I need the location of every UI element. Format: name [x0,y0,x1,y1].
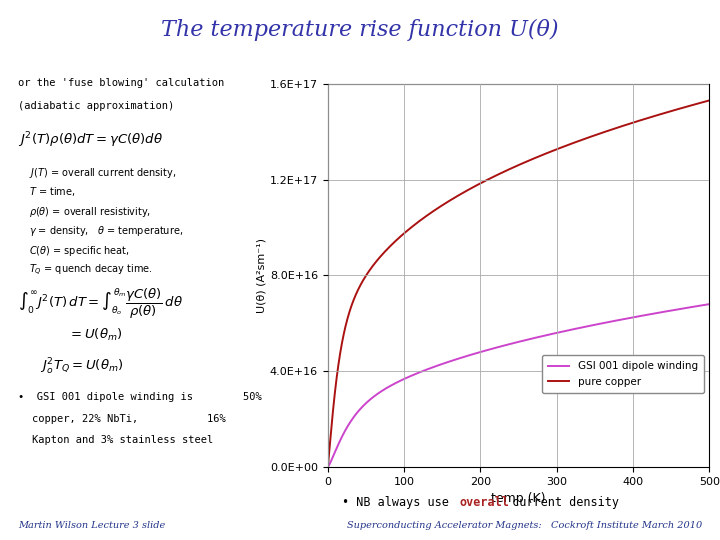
Text: Superconducting Accelerator Magnets:   Cockroft Institute March 2010: Superconducting Accelerator Magnets: Coc… [347,521,702,530]
Text: current density: current density [505,496,618,509]
Text: $J_o^2 T_Q = U(\theta_m)$: $J_o^2 T_Q = U(\theta_m)$ [40,357,123,377]
Text: $J^2(T)\rho(\theta)dT = \gamma C(\theta)d\theta$: $J^2(T)\rho(\theta)dT = \gamma C(\theta)… [18,131,163,150]
Text: The temperature rise function U(θ): The temperature rise function U(θ) [161,19,559,41]
Text: $= U(\theta_m)$: $= U(\theta_m)$ [68,327,123,343]
Text: or the 'fuse blowing' calculation: or the 'fuse blowing' calculation [18,78,224,89]
Text: copper, 22% NbTi,           16%: copper, 22% NbTi, 16% [32,414,226,424]
Text: Kapton and 3% stainless steel: Kapton and 3% stainless steel [32,435,214,445]
Text: Martin Wilson Lecture 3 slide: Martin Wilson Lecture 3 slide [18,521,166,530]
Text: overall: overall [459,496,509,509]
Text: • NB always use: • NB always use [342,496,456,509]
X-axis label: temp (K): temp (K) [491,492,546,505]
Text: $J(T)$ = overall current density,: $J(T)$ = overall current density, [29,166,176,180]
Text: (adiabatic approximation): (adiabatic approximation) [18,101,174,111]
Text: $\int_0^\infty J^2(T)\,dT = \int_{\theta_o}^{\theta_m} \dfrac{\gamma C(\theta)}{: $\int_0^\infty J^2(T)\,dT = \int_{\theta… [18,287,183,321]
Text: •  GSI 001 dipole winding is        50%: • GSI 001 dipole winding is 50% [18,392,262,402]
Text: $T$ = time,: $T$ = time, [29,185,76,198]
Text: $T_Q$ = quench decay time.: $T_Q$ = quench decay time. [29,263,153,278]
Text: $C(\theta)$ = specific heat,: $C(\theta)$ = specific heat, [29,244,130,258]
Text: $\gamma$ = density,   $\theta$ = temperature,: $\gamma$ = density, $\theta$ = temperatu… [29,224,183,238]
Text: $\rho(\theta)$ = overall resistivity,: $\rho(\theta)$ = overall resistivity, [29,205,150,219]
Y-axis label: U(θ) (A²sm⁻¹): U(θ) (A²sm⁻¹) [257,238,267,313]
Legend: GSI 001 dipole winding, pure copper: GSI 001 dipole winding, pure copper [542,355,704,393]
